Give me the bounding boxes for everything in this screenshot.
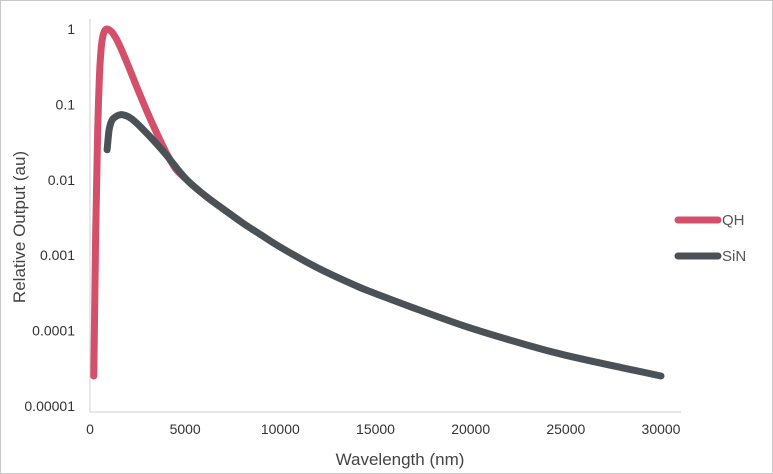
series-line-sin [103, 111, 665, 380]
x-tick-label: 0 [86, 421, 94, 437]
x-tick-label: 30000 [642, 421, 681, 437]
y-tick-label: 0.0001 [32, 323, 75, 339]
x-tick-label: 10000 [261, 421, 300, 437]
axes [89, 19, 681, 413]
legend: QH SiN [674, 212, 746, 265]
legend-label-qh: QH [722, 212, 745, 229]
y-axis-title: Relative Output (au) [10, 151, 29, 303]
y-tick-label: 0.1 [56, 96, 76, 112]
legend-label-sin: SiN [722, 248, 746, 265]
x-axis-title: Wavelength (nm) [336, 450, 465, 469]
y-tick-labels: 1 0.1 0.01 0.001 0.0001 0.00001 [24, 21, 75, 414]
y-tick-label: 0.00001 [24, 398, 75, 414]
x-tick-label: 20000 [451, 421, 490, 437]
series-layer [90, 25, 665, 380]
x-tick-label: 25000 [546, 421, 585, 437]
x-tick-labels: 0 5000 10000 15000 20000 25000 30000 [86, 421, 681, 437]
y-tick-label: 0.001 [40, 247, 75, 263]
series-line-qh [90, 25, 189, 380]
y-tick-label: 0.01 [48, 172, 75, 188]
x-tick-label: 5000 [170, 421, 201, 437]
y-tick-label: 1 [67, 21, 75, 37]
x-tick-label: 15000 [356, 421, 395, 437]
